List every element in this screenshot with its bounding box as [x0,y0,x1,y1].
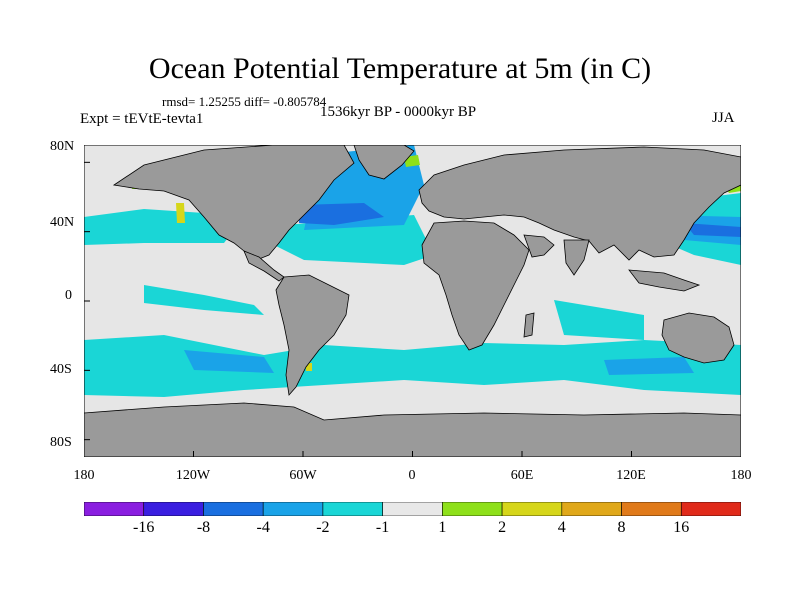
colorbar-label-3: -2 [316,519,330,536]
colorbar-swatch-3 [262,502,324,516]
map-ticks [84,161,741,457]
lat-label-40n: 40N [50,215,75,230]
east-pacific-cyan [144,285,264,315]
gulf-stream-dark-blue [299,203,384,225]
lat-label-40s: 40S [50,362,72,377]
lon-label-120w: 120W [175,468,211,483]
north-pacific-cyan-band [84,209,234,245]
india [563,239,590,276]
kuroshio-dark-blue [684,223,741,237]
colorbar-swatch-1 [143,502,204,516]
colorbar-label-8: 8 [617,519,626,536]
south-america [275,274,350,396]
lon-label-60w: 60W [289,468,317,483]
colorbar-label-1: -8 [196,519,211,536]
colorbar-swatch-7 [501,502,563,516]
colorbar-label-7: 4 [557,519,566,536]
southern-ocean-blue-1 [184,350,274,373]
indian-ocean-cyan [554,300,644,340]
southern-ocean-blue-2 [604,357,694,375]
colorbar-swatch-6 [442,502,503,516]
colorbar-label-6: 2 [498,519,507,536]
plot-title: Ocean Potential Temperature at 5m (in C) [148,52,652,85]
north-america [112,145,355,262]
southern-ocean-band [84,335,741,397]
lon-label-60e: 60E [510,468,534,483]
madagascar [523,312,535,338]
land-layer [84,145,741,457]
colorbar-label-5: 1 [438,519,447,536]
arabia [523,234,555,258]
central-america [243,250,285,282]
australia [661,312,735,364]
colorbar-swatch-9 [621,502,682,516]
stats-text: rmsd= 1.25255 diff= -0.805784 [162,94,327,109]
colorbar-label-2: -4 [256,519,270,536]
colorbar-label-0: -16 [133,519,155,536]
lat-label-0: 0 [65,288,72,303]
colorbar-swatch-2 [203,502,264,516]
colorbar-swatch-8 [561,502,622,516]
europe-asia [418,146,741,261]
experiment-label: Expt = tEVtE-tevta1 [80,111,204,127]
season-label: JJA [712,110,735,126]
lon-label-180-east: 180 [730,468,752,483]
antarctica [84,402,741,457]
colorbar-label-9: 16 [673,519,690,536]
lon-label-0: 0 [408,468,416,483]
ne-pacific-yellow [176,203,185,223]
southeast-asia-islands [628,269,701,292]
period-label: 1536kyr BP - 0000kyr BP [320,104,477,120]
colorbar-swatch-10 [680,502,741,516]
africa [421,220,530,351]
greenland [353,145,415,180]
lat-label-80n: 80N [50,139,75,154]
colorbar-swatch-0 [84,502,145,516]
lat-label-80s: 80S [50,435,72,450]
world-map [84,145,741,457]
colorbar [84,502,741,516]
colorbar-label-4: -1 [375,519,390,536]
colorbar-swatch-5 [382,502,443,516]
lon-label-120e: 120E [616,468,646,483]
colorbar-swatch-4 [322,502,383,516]
lon-label-180-west: 180 [73,468,95,483]
